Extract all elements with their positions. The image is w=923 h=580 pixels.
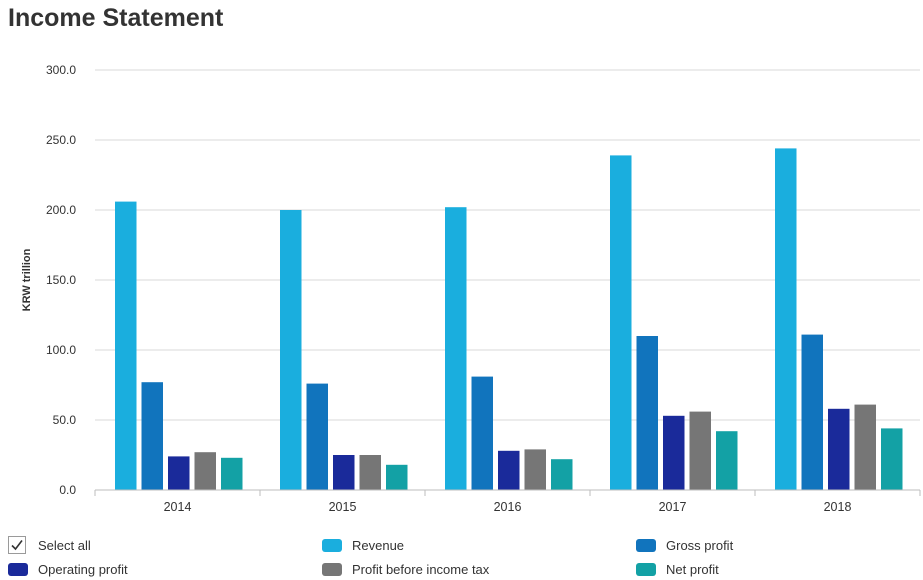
- grid-lines: [95, 69, 920, 421]
- legend-item-gross-profit[interactable]: Gross profit: [636, 538, 733, 553]
- bar-gross-2014[interactable]: [141, 382, 164, 490]
- bar-gross-2017[interactable]: [636, 336, 659, 490]
- select-all-checkbox[interactable]: [8, 536, 26, 554]
- legend-item-revenue[interactable]: Revenue: [322, 538, 404, 553]
- bar-revenue-2018[interactable]: [775, 148, 797, 490]
- legend-item-operating-profit[interactable]: Operating profit: [8, 562, 128, 577]
- operating-profit-swatch: [8, 563, 28, 576]
- bar-revenue-2016[interactable]: [445, 207, 467, 490]
- legend-label-revenue: Revenue: [352, 538, 405, 553]
- revenue-swatch: [322, 539, 342, 552]
- bar-revenue-2014[interactable]: [115, 201, 137, 490]
- bar-net-2016[interactable]: [551, 459, 573, 490]
- bar-pbt-2014[interactable]: [194, 452, 217, 490]
- bar-pbt-2017[interactable]: [689, 411, 712, 490]
- legend-label-operating-profit: Operating profit: [38, 562, 128, 577]
- checkmark-icon: [11, 540, 23, 551]
- net-profit-swatch: [636, 563, 656, 576]
- y-tick-label: 50.0: [53, 413, 77, 427]
- y-tick-label: 0.0: [59, 483, 76, 497]
- income-statement-chart: 0.0 50.0 100.0 150.0 200.0 250.0 300.0 KRW tri…: [21, 63, 921, 514]
- legend-item-profit-before-tax[interactable]: Profit before income tax: [322, 562, 489, 577]
- bar-operating-2018[interactable]: [828, 408, 850, 490]
- x-tick-label: 2014: [164, 500, 192, 514]
- y-tick-label: 200.0: [46, 203, 76, 217]
- x-axis: 2014 2015 2016 2017 2018: [94, 489, 921, 514]
- legend-label-profit-before-tax: Profit before income tax: [352, 562, 490, 577]
- legend-label-gross-profit: Gross profit: [666, 538, 734, 553]
- x-tick-label: 2017: [659, 500, 687, 514]
- legend-label-net-profit: Net profit: [666, 562, 719, 577]
- profit-before-tax-swatch: [322, 563, 342, 576]
- y-tick-label: 150.0: [46, 273, 76, 287]
- bar-gross-2015[interactable]: [306, 383, 329, 490]
- chart-legend: Select all Revenue Gross profit Operatin…: [0, 532, 923, 580]
- legend-item-net-profit[interactable]: Net profit: [636, 562, 719, 577]
- gross-profit-swatch: [636, 539, 656, 552]
- select-all-label: Select all: [38, 537, 91, 553]
- bar-pbt-2018[interactable]: [854, 404, 877, 490]
- bar-net-2018[interactable]: [881, 428, 903, 490]
- bar-net-2017[interactable]: [716, 431, 738, 490]
- bar-pbt-2016[interactable]: [524, 449, 547, 490]
- page-title: Income Statement: [8, 4, 224, 32]
- bars: [115, 148, 903, 490]
- x-tick-label: 2018: [824, 500, 852, 514]
- y-axis-ticks: 0.0 50.0 100.0 150.0 200.0 250.0 300.0: [46, 63, 76, 497]
- bar-operating-2015[interactable]: [333, 455, 355, 490]
- bar-pbt-2015[interactable]: [359, 455, 382, 490]
- y-axis-label: KRW trillion: [21, 248, 33, 311]
- y-tick-label: 300.0: [46, 63, 76, 77]
- bar-gross-2018[interactable]: [801, 334, 824, 490]
- bar-net-2014[interactable]: [221, 457, 243, 490]
- bar-net-2015[interactable]: [386, 464, 408, 490]
- bar-revenue-2017[interactable]: [610, 155, 632, 490]
- y-tick-label: 250.0: [46, 133, 76, 147]
- x-tick-label: 2016: [494, 500, 522, 514]
- bar-operating-2017[interactable]: [663, 415, 685, 490]
- x-tick-label: 2015: [329, 500, 357, 514]
- bar-revenue-2015[interactable]: [280, 210, 302, 490]
- y-tick-label: 100.0: [46, 343, 76, 357]
- bar-gross-2016[interactable]: [471, 376, 494, 490]
- legend-select-all[interactable]: Select all: [8, 536, 91, 554]
- bar-operating-2014[interactable]: [168, 456, 190, 490]
- bar-operating-2016[interactable]: [498, 450, 520, 490]
